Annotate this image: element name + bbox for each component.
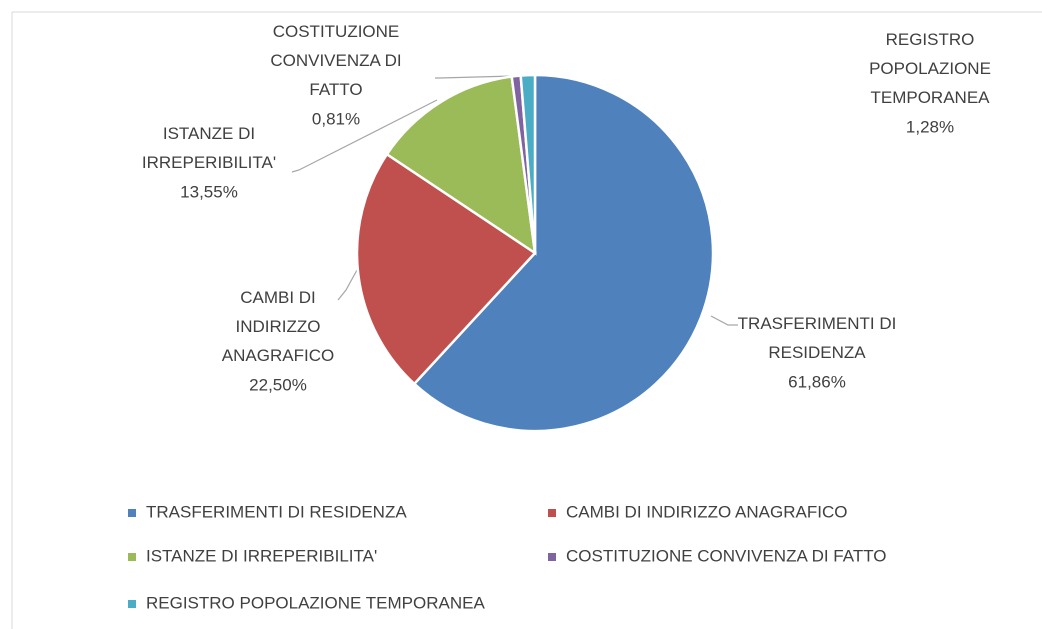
leader-line bbox=[337, 269, 358, 301]
legend-label: TRASFERIMENTI DI RESIDENZA bbox=[146, 502, 407, 521]
legend-label: REGISTRO POPOLAZIONE TEMPORANEA bbox=[146, 593, 485, 612]
legend-swatch bbox=[128, 553, 136, 561]
data-label-name: COSTITUZIONE CONVIVENZA DI FATTO bbox=[270, 22, 401, 99]
data-label-value: 22,50% bbox=[249, 375, 307, 394]
legend-label: ISTANZE DI IRREPERIBILITA' bbox=[146, 546, 377, 565]
data-label-value: 13,55% bbox=[180, 182, 238, 201]
pie-slice bbox=[355, 152, 537, 386]
leader-line bbox=[435, 75, 515, 79]
legend-swatch bbox=[548, 509, 556, 517]
pie-slice bbox=[412, 73, 715, 433]
legend-swatch bbox=[548, 553, 556, 561]
leader-line bbox=[291, 99, 438, 173]
data-label-value: 1,28% bbox=[906, 117, 954, 136]
data-label-name: REGISTRO POPOLAZIONE TEMPORANEA bbox=[869, 30, 991, 107]
leader-lines bbox=[291, 75, 738, 326]
legend-label: COSTITUZIONE CONVIVENZA DI FATTO bbox=[566, 546, 887, 565]
data-label-name: ISTANZE DI IRREPERIBILITA' bbox=[142, 124, 276, 172]
data-label-name: TRASFERIMENTI DI RESIDENZA bbox=[738, 314, 897, 362]
pie-slice bbox=[519, 73, 537, 254]
legend-swatch bbox=[128, 509, 136, 517]
legend-label: CAMBI DI INDIRIZZO ANAGRAFICO bbox=[566, 502, 847, 521]
legend-swatch bbox=[128, 600, 136, 608]
pie-slice bbox=[385, 75, 537, 256]
leader-line bbox=[710, 315, 738, 326]
data-label-name: CAMBI DI INDIRIZZO ANAGRAFICO bbox=[222, 288, 334, 365]
data-label-value: 0,81% bbox=[312, 109, 360, 128]
data-label-value: 61,86% bbox=[788, 372, 846, 391]
pie bbox=[355, 73, 715, 433]
